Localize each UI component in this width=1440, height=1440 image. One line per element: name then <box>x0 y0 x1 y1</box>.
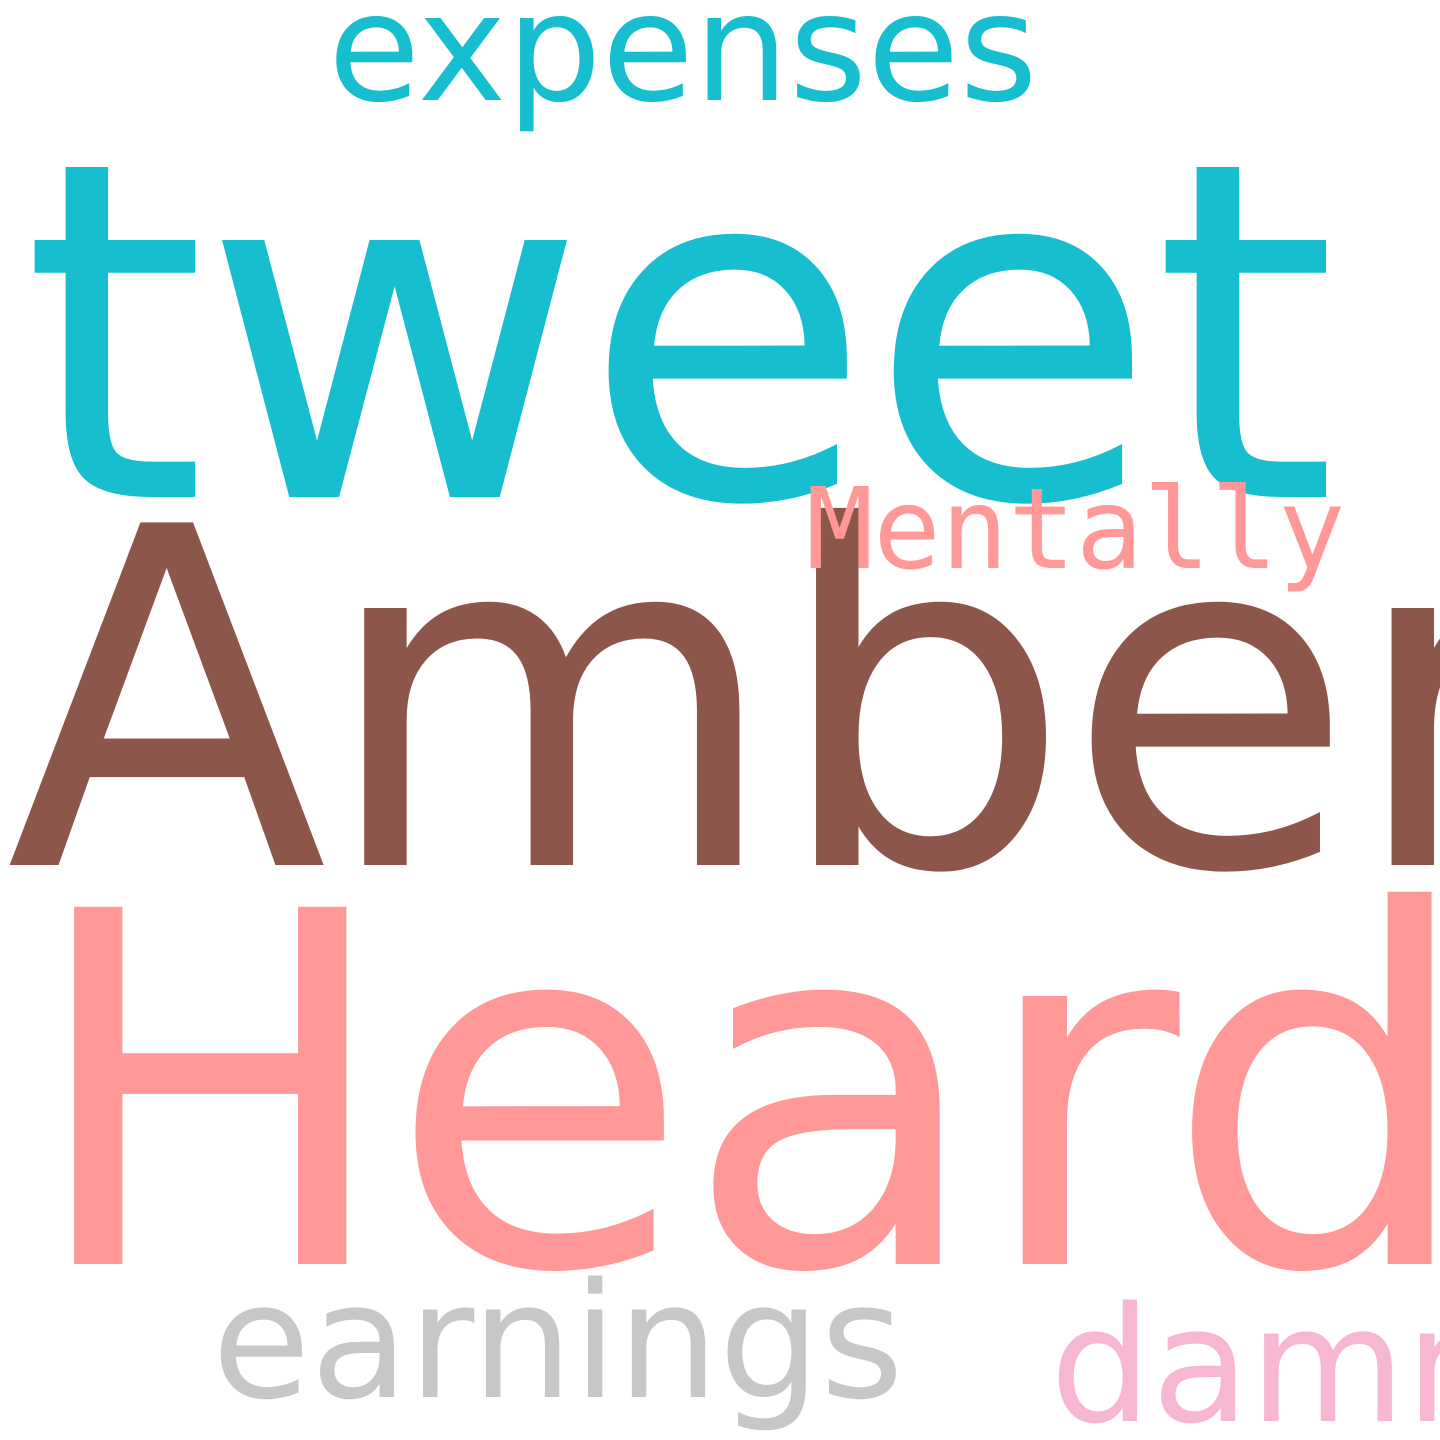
word-heard: Heard <box>26 809 1440 1380</box>
word-amber: Amber <box>6 429 1440 976</box>
word-earnings: earnings <box>212 1248 904 1435</box>
word-expenses: expenses <box>328 0 1038 136</box>
word-damn: damn <box>1050 1272 1440 1440</box>
word-mentally: Mentally <box>806 465 1346 595</box>
word-tweet: tweet <box>22 61 1337 608</box>
